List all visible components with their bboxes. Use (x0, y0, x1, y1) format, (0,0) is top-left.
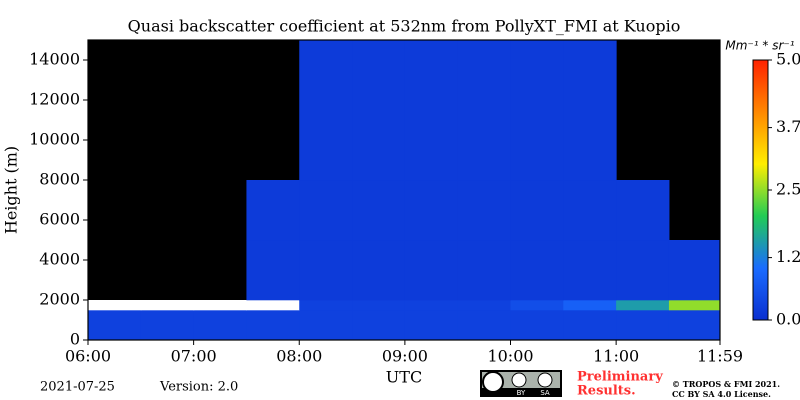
heatmap-cell (404, 240, 459, 301)
heatmap-cell (616, 310, 670, 341)
y-tick-label: 8000 (39, 170, 80, 189)
colorbar-tick-label: 3.7 (776, 117, 800, 136)
badge-sa: SA (540, 389, 550, 397)
heatmap-cell (352, 40, 406, 181)
heatmap-cell (246, 310, 300, 341)
heatmap-cell (510, 180, 564, 241)
heatmap-cell (457, 40, 512, 181)
heatmap-cell (299, 310, 353, 341)
heatmap-cell (193, 300, 247, 311)
heatmap-cell (88, 300, 142, 311)
y-axis-label: Height (m) (2, 146, 21, 234)
heatmap-cell (510, 310, 564, 341)
x-tick-label: 07:00 (171, 347, 217, 366)
y-tick-label: 0 (70, 330, 80, 349)
heatmap-cell (563, 180, 617, 241)
colorbar-tick-label: 2.5 (776, 180, 800, 199)
heatmap-cell (457, 300, 512, 311)
heatmap-cell (563, 40, 617, 181)
heatmap-cell (510, 300, 564, 311)
copyright: CC BY SA 4.0 License. (672, 389, 771, 399)
heatmap-cell (668, 310, 721, 341)
heatmap-cell (352, 180, 406, 241)
heatmap-cell (457, 310, 512, 341)
license-badge: BY SA (480, 370, 562, 397)
copyright: © TROPOS & FMI 2021. (672, 379, 780, 389)
colorbar-tick-label: 0.0 (776, 310, 800, 329)
notice: Results. (577, 384, 636, 399)
colorbar (752, 59, 769, 321)
x-tick-label: 10:00 (487, 347, 533, 366)
heatmap-cell (352, 240, 406, 301)
heatmap-cell (563, 310, 617, 341)
cc-icon (482, 371, 504, 393)
heatmap-cell (352, 310, 406, 341)
heatmap-cell (563, 300, 617, 311)
heatmap-cell (404, 40, 459, 181)
colorbar-label: Mm⁻¹ * sr⁻¹ (725, 39, 794, 53)
heatmap-cell (140, 310, 195, 341)
heatmap-cell (457, 180, 512, 241)
plot-area (88, 40, 721, 341)
heatmap-cell (510, 40, 564, 181)
date: 2021-07-25 (40, 380, 115, 395)
y-tick-label: 14000 (29, 50, 80, 69)
heatmap-cell (404, 180, 459, 241)
y-tick-label: 2000 (39, 290, 80, 309)
x-axis-label: UTC (386, 368, 422, 387)
y-tick-label: 4000 (39, 250, 80, 269)
heatmap-cell (299, 300, 353, 311)
plot-frame (87, 39, 721, 341)
heatmap-cell (616, 180, 670, 241)
heatmap-cell (299, 180, 353, 241)
heatmap-cell (140, 300, 195, 311)
heatmap-cell (88, 310, 142, 341)
heatmap-cell (563, 240, 617, 301)
heatmap-cell (668, 240, 721, 301)
heatmap-cell (510, 240, 564, 301)
heatmap-cell (246, 180, 300, 241)
colorbar-tick-label: 5.0 (776, 50, 800, 69)
x-tick-label: 11:00 (593, 347, 639, 366)
version: Version: 2.0 (159, 380, 238, 395)
y-tick-label: 10000 (29, 130, 80, 149)
x-tick-label: 11:59 (697, 347, 743, 366)
notice: Preliminary (577, 370, 663, 385)
x-tick-label: 09:00 (382, 347, 428, 366)
y-tick-label: 6000 (39, 210, 80, 229)
chart-title: Quasi backscatter coefficient at 532nm f… (128, 17, 681, 36)
heatmap-cell (616, 240, 670, 301)
heatmap-cell (616, 300, 670, 311)
heatmap-cell (668, 300, 721, 311)
heatmap-cell (299, 240, 353, 301)
heatmap-cell (352, 300, 406, 311)
heatmap-cell (246, 300, 300, 311)
heatmap-cell (246, 240, 300, 301)
badge-by: BY (517, 389, 526, 397)
by-icon (511, 372, 527, 388)
heatmap-cell (404, 300, 459, 311)
x-tick-label: 08:00 (276, 347, 322, 366)
heatmap-cell (193, 310, 247, 341)
heatmap-cell (457, 240, 512, 301)
y-tick-label: 12000 (29, 90, 80, 109)
heatmap-cell (404, 310, 459, 341)
colorbar-tick-label: 1.2 (776, 247, 800, 266)
x-tick-label: 06:00 (65, 347, 111, 366)
heatmap-cell (299, 40, 353, 181)
sa-icon (537, 372, 553, 388)
